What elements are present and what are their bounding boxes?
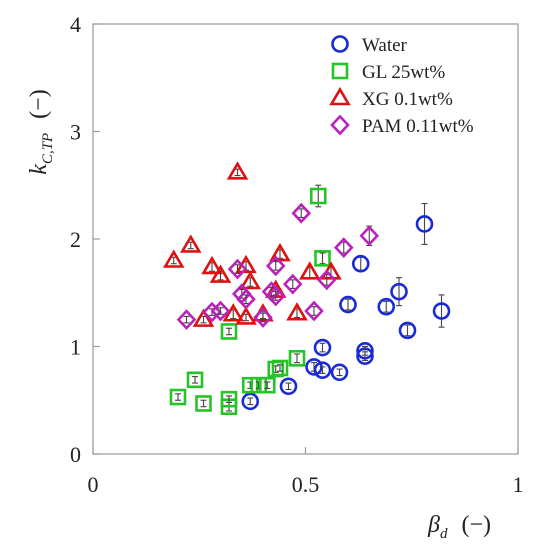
data-point-circle <box>313 338 332 357</box>
y-axis-label-sub: C,TP <box>40 133 56 164</box>
data-point-square <box>314 250 331 267</box>
data-point-diamond <box>291 202 312 224</box>
data-point-diamond <box>210 300 231 322</box>
y-tick-label: 1 <box>70 335 81 360</box>
data-point-circle <box>339 295 357 314</box>
data-point-circle <box>351 254 370 273</box>
data-point-square <box>241 376 259 394</box>
y-tick-label: 3 <box>70 120 81 145</box>
data-point-circle <box>313 361 332 379</box>
legend-marker-square <box>331 62 349 80</box>
data-point-diamond <box>176 309 197 331</box>
legend-label: GL 25wt% <box>362 62 445 83</box>
legend-label: Water <box>362 35 408 56</box>
data-point-circle <box>356 341 374 360</box>
data-point-diamond <box>265 285 286 307</box>
data-point-square <box>250 376 268 394</box>
data-point-triangle <box>286 302 308 321</box>
data-point-square <box>186 371 204 389</box>
data-point-circle <box>390 282 408 301</box>
axis-ticks: 0 1 2 3 4 0 0.5 1 <box>70 12 524 497</box>
data-point-square <box>271 359 289 377</box>
data-point-triangle <box>222 303 245 322</box>
data-point-circle <box>279 377 298 396</box>
data-point-diamond <box>333 237 354 258</box>
series-square <box>169 184 331 416</box>
x-tick-label: 0.5 <box>292 472 320 497</box>
data-point-circle <box>415 215 434 233</box>
data-point-circle <box>432 302 451 320</box>
data-point-diamond <box>253 307 273 328</box>
data-point-diamond <box>202 301 222 323</box>
y-tick-label: 4 <box>70 12 81 37</box>
data-point-square <box>258 376 276 394</box>
y-axis-label-unit: (−) <box>26 89 52 119</box>
x-axis-label-unit: (−) <box>461 512 491 538</box>
data-point-diamond <box>316 269 337 291</box>
x-axis-label: βd (−) <box>427 512 491 542</box>
data-point-triangle <box>162 249 185 268</box>
data-point-triangle <box>235 306 257 325</box>
x-tick-label: 1 <box>513 472 524 497</box>
data-point-square <box>288 350 306 367</box>
plot-border <box>92 23 519 455</box>
y-axis-label: kC,TP (−) <box>26 89 56 174</box>
data-point-triangle <box>226 161 249 180</box>
legend-label: XG 0.1wt% <box>362 89 453 110</box>
data-point-circle <box>398 321 417 340</box>
legend-marker-triangle <box>329 86 351 106</box>
legend-marker-diamond <box>330 114 350 136</box>
data-point-circle <box>377 297 396 316</box>
y-tick-label: 0 <box>70 442 81 467</box>
data-point-circle <box>241 392 260 411</box>
x-axis-label-sub: d <box>440 526 448 542</box>
data-point-triangle <box>298 261 321 280</box>
data-point-triangle <box>201 255 223 275</box>
data-point-square <box>220 323 238 340</box>
data-point-triangle <box>239 270 262 290</box>
data-point-diamond <box>227 258 248 280</box>
x-axis-label-main: β <box>427 512 440 538</box>
legend-label: PAM 0.11wt% <box>362 116 474 137</box>
data-point-diamond <box>265 255 286 277</box>
legend-marker-circle <box>331 35 349 53</box>
data-point-diamond <box>236 288 256 310</box>
data-points <box>162 161 451 416</box>
data-point-diamond <box>304 300 324 322</box>
data-point-triangle <box>209 264 232 283</box>
series-diamond <box>176 202 380 331</box>
y-axis-label-main: k <box>26 164 52 175</box>
data-point-triangle <box>179 234 202 253</box>
x-tick-label: 0 <box>88 472 99 497</box>
y-tick-label: 2 <box>70 227 81 252</box>
data-point-square <box>195 395 212 412</box>
data-point-square <box>220 390 238 408</box>
plot-frame <box>92 23 519 455</box>
data-point-circle <box>330 363 349 382</box>
data-point-square <box>309 187 327 205</box>
legend: Water GL 25wt% XG 0.1wt% PAM 0.11wt% <box>329 35 474 137</box>
data-point-square <box>169 388 187 406</box>
data-point-triangle <box>192 308 215 327</box>
data-point-diamond <box>282 273 303 295</box>
data-point-diamond <box>359 225 380 247</box>
series-circle <box>241 202 451 411</box>
